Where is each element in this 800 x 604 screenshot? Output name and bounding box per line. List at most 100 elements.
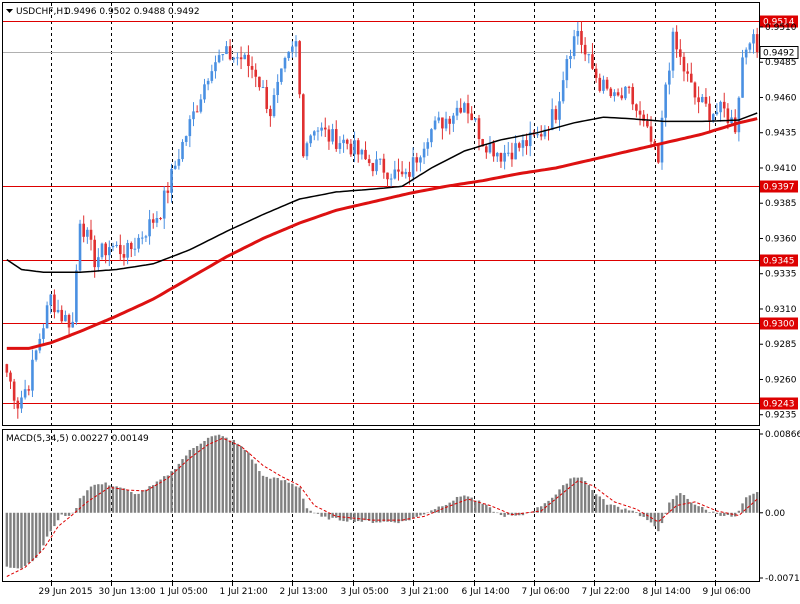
macd-bar: [397, 513, 399, 523]
price-tick-label: 0.9335: [765, 270, 797, 280]
macd-bar: [591, 490, 593, 513]
macd-bar: [335, 513, 337, 518]
bear-candle-body: [580, 31, 583, 45]
bear-candle-body: [598, 78, 601, 91]
bull-candle-body: [361, 150, 364, 155]
macd-bar: [459, 497, 461, 513]
macd-bar: [284, 480, 286, 513]
bear-candle-body: [196, 111, 199, 112]
bull-candle-body: [588, 54, 591, 55]
macd-bar: [266, 477, 268, 513]
macd-bar: [189, 450, 191, 513]
bull-candle-body: [185, 136, 188, 142]
price-tick-label: 0.9260: [765, 375, 797, 385]
bear-candle-body: [631, 87, 634, 104]
bear-candle-body: [324, 128, 327, 130]
macd-bar: [577, 478, 579, 513]
macd-bar: [298, 487, 300, 512]
macd-bar: [152, 485, 154, 513]
bear-candle-body: [525, 140, 528, 146]
bear-candle-body: [511, 153, 514, 160]
bull-candle-body: [170, 169, 173, 193]
macd-bar: [214, 435, 216, 512]
macd-bar: [295, 486, 297, 512]
bull-candle-body: [156, 218, 159, 223]
macd-bar: [276, 478, 278, 513]
macd-bar: [496, 513, 498, 514]
macd-bar: [430, 510, 432, 512]
bull-candle-body: [71, 322, 74, 328]
macd-bar: [664, 513, 666, 514]
macd-bar: [79, 498, 81, 513]
time-tick-label: 7 Jul 06:00: [522, 587, 571, 597]
macd-bar: [379, 513, 381, 523]
bull-candle-body: [668, 71, 671, 85]
bear-candle-body: [591, 54, 594, 69]
macd-bar: [489, 507, 491, 513]
bear-candle-body: [657, 144, 660, 162]
macd-bar: [690, 503, 692, 513]
bear-candle-body: [478, 118, 481, 139]
bull-candle-body: [437, 117, 440, 120]
bull-candle-body: [423, 149, 426, 158]
bull-candle-body: [189, 119, 192, 136]
bear-candle-body: [335, 129, 338, 149]
bull-candle-body: [35, 350, 38, 359]
macd-bar: [500, 513, 502, 515]
bear-candle-body: [401, 172, 404, 175]
macd-bar: [57, 513, 59, 520]
macd-bar: [672, 499, 674, 513]
macd-bar: [745, 497, 747, 513]
macd-bar: [306, 508, 308, 513]
bull-candle-body: [558, 101, 561, 120]
bear-candle-body: [639, 111, 642, 115]
macd-bar: [562, 485, 564, 513]
macd-bar: [309, 511, 311, 513]
macd-bar: [112, 486, 114, 512]
bear-candle-body: [690, 74, 693, 83]
bull-candle-body: [134, 249, 137, 250]
price-tick-label: 0.9460: [765, 93, 797, 103]
macd-bar: [35, 513, 37, 558]
macd-bar: [679, 493, 681, 513]
macd-bar: [137, 494, 139, 513]
bull-candle-body: [276, 82, 279, 95]
macd-bar: [240, 446, 242, 513]
macd-bar: [233, 440, 235, 513]
macd-bar: [566, 484, 568, 513]
bear-candle-body: [364, 150, 367, 159]
price-tick-label: 0.9410: [765, 164, 797, 174]
macd-bar: [610, 504, 612, 512]
bull-candle-body: [273, 95, 276, 116]
macd-bar: [701, 507, 703, 513]
bull-candle-body: [64, 315, 67, 321]
bear-candle-body: [27, 389, 30, 390]
macd-bar: [167, 475, 169, 512]
macd-bar: [540, 506, 542, 513]
macd-bar: [555, 495, 557, 513]
bull-candle-body: [75, 270, 78, 321]
bull-candle-body: [434, 121, 437, 130]
bear-candle-body: [694, 82, 697, 97]
bear-candle-body: [683, 57, 686, 72]
macd-bar: [269, 479, 271, 513]
bull-candle-body: [342, 140, 345, 143]
bear-candle-body: [240, 57, 243, 59]
macd-bar: [273, 477, 275, 512]
bear-candle-body: [723, 102, 726, 109]
time-tick-label: 29 Jun 2015: [39, 587, 93, 597]
macd-bar: [639, 513, 641, 516]
macd-tick-label: 0.00: [765, 509, 785, 519]
macd-bar: [481, 504, 483, 513]
macd-bar: [474, 501, 476, 513]
bull-candle-body: [514, 143, 517, 159]
macd-bar: [635, 512, 637, 513]
time-tick-label: 2 Jul 13:00: [280, 587, 329, 597]
bear-candle-body: [368, 159, 371, 163]
bear-candle-body: [53, 295, 56, 313]
bull-candle-body: [379, 159, 382, 160]
macd-bar: [200, 444, 202, 513]
bear-candle-body: [93, 240, 96, 267]
